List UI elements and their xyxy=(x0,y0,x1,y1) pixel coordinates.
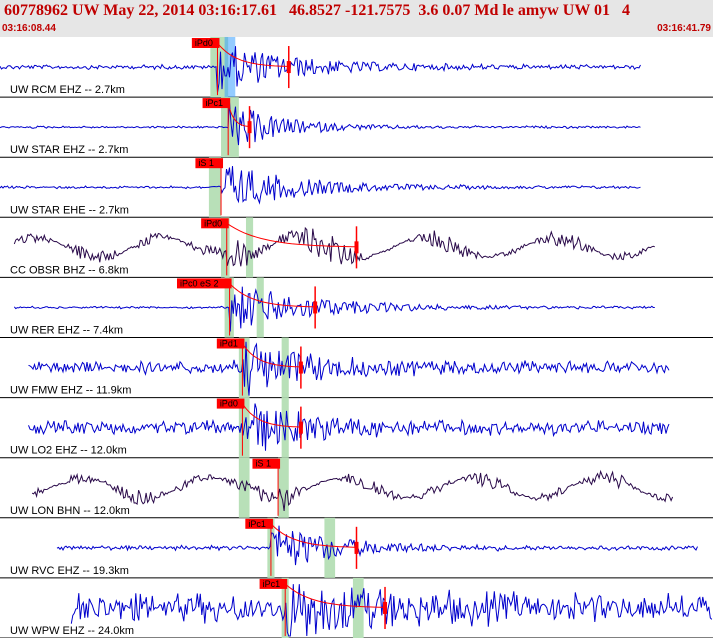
pick-label: iPc0 eS 2 xyxy=(180,278,219,288)
waveform xyxy=(31,469,674,511)
waveform xyxy=(28,403,670,451)
event-title: 60778962 UW May 22, 2014 03:16:17.61 46.… xyxy=(4,2,631,19)
waveform xyxy=(0,46,641,93)
pick-window xyxy=(352,577,364,638)
pick-label-box xyxy=(252,458,281,469)
s-pick-box xyxy=(354,241,359,254)
pick-label-box xyxy=(195,158,224,169)
s-pick-box xyxy=(286,61,291,74)
pick-label-box xyxy=(191,38,220,48)
station-label: UW LO2 EHZ -- 12.0km xyxy=(10,445,127,457)
pick-label: iPd1 xyxy=(220,339,238,349)
pick-window xyxy=(210,37,229,98)
waveform xyxy=(0,101,641,146)
pick-label-box xyxy=(176,278,232,289)
waveform xyxy=(70,584,713,637)
station-label: UW WPW EHZ -- 24.0km xyxy=(10,625,134,637)
pick-label: iS 1 xyxy=(255,459,271,469)
coda-curve xyxy=(284,583,386,608)
pick-label-box xyxy=(202,98,231,109)
coda-curve xyxy=(270,523,357,548)
pick-window xyxy=(221,217,230,278)
pick-window xyxy=(238,337,250,398)
pick-window xyxy=(256,277,264,338)
coda-curve xyxy=(241,343,301,368)
pick-label-box xyxy=(216,338,245,349)
event-header: 60778962 UW May 22, 2014 03:16:17.61 46.… xyxy=(0,0,713,37)
waveform xyxy=(28,341,670,396)
pick-label-box xyxy=(201,218,229,229)
station-label: UW STAR EHE -- 2.7km xyxy=(10,204,129,216)
coda-curve xyxy=(226,222,357,248)
trace-row: iS 1 UW STAR EHE -- 2.7km xyxy=(0,157,713,218)
pick-label: iPd0 xyxy=(220,399,238,409)
waveform xyxy=(13,226,655,267)
trace-row: iPc1 UW RVC EHZ -- 19.3km xyxy=(0,517,713,579)
station-label: UW RCM EHZ -- 2.7km xyxy=(10,84,125,96)
pick-window xyxy=(324,517,336,578)
end-time: 03:16:41.79 xyxy=(657,23,711,34)
s-pick-box xyxy=(298,361,303,374)
s-pick-box xyxy=(247,121,252,134)
coda-curve xyxy=(229,283,316,308)
trace-row: iPc0 eS 2 UW RER EHZ -- 7.4km xyxy=(0,277,713,338)
pick-label-box xyxy=(245,518,273,529)
pick-label: iPd0 xyxy=(204,218,222,228)
station-label: UW LON BHN -- 12.0km xyxy=(10,505,130,517)
trace-row: iPc1 UW STAR EHZ -- 2.7km xyxy=(0,97,713,158)
station-label: UW FMW EHZ -- 11.9km xyxy=(10,385,131,397)
waveform xyxy=(56,525,698,566)
coda-curve xyxy=(241,403,301,428)
station-label: UW STAR EHZ -- 2.7km xyxy=(10,144,128,156)
pick-label: iS 1 xyxy=(198,158,214,168)
pick-label: iPd0 xyxy=(195,38,213,48)
waveform xyxy=(13,286,655,332)
pick-label: iPc1 xyxy=(248,519,266,529)
pick-label: iPc1 xyxy=(263,579,281,589)
station-label: UW RER EHZ -- 7.4km xyxy=(10,325,123,337)
trace-row: iPc1 UW WPW EHZ -- 24.0km xyxy=(0,577,713,638)
pick-label-box xyxy=(259,578,288,589)
pick-window xyxy=(245,217,254,278)
s-pick-box xyxy=(313,301,318,314)
trace-row: iPd0 UW LO2 EHZ -- 12.0km xyxy=(0,397,713,459)
pick-label-box xyxy=(216,398,245,409)
pick-label: iPc1 xyxy=(206,98,224,108)
pick-window xyxy=(278,457,289,518)
station-label: UW RVC EHZ -- 19.3km xyxy=(10,565,129,577)
trace-row: iPd0 UW RCM EHZ -- 2.7km xyxy=(0,37,713,98)
pick-window xyxy=(208,157,222,218)
seismogram-plot: iPd0 UW RCM EHZ -- 2.7km iPc1 UW STAR EHZ -… xyxy=(0,37,713,638)
waveform xyxy=(0,166,641,205)
coda-curve xyxy=(227,102,250,128)
trace-row: iS 1 UW LON BHN -- 12.0km xyxy=(0,457,713,519)
coda-curve xyxy=(217,42,289,67)
start-time: 03:16:08.44 xyxy=(2,23,56,34)
trace-row: iPd0 CC OBSR BHZ -- 6.8km xyxy=(0,217,713,278)
s-pick-box xyxy=(298,421,303,434)
trace-row: iPd1 UW FMW EHZ -- 11.9km xyxy=(0,337,713,399)
s-pick-box xyxy=(354,541,359,554)
station-label: CC OBSR BHZ -- 6.8km xyxy=(10,264,129,276)
s-pick-box xyxy=(383,601,388,614)
